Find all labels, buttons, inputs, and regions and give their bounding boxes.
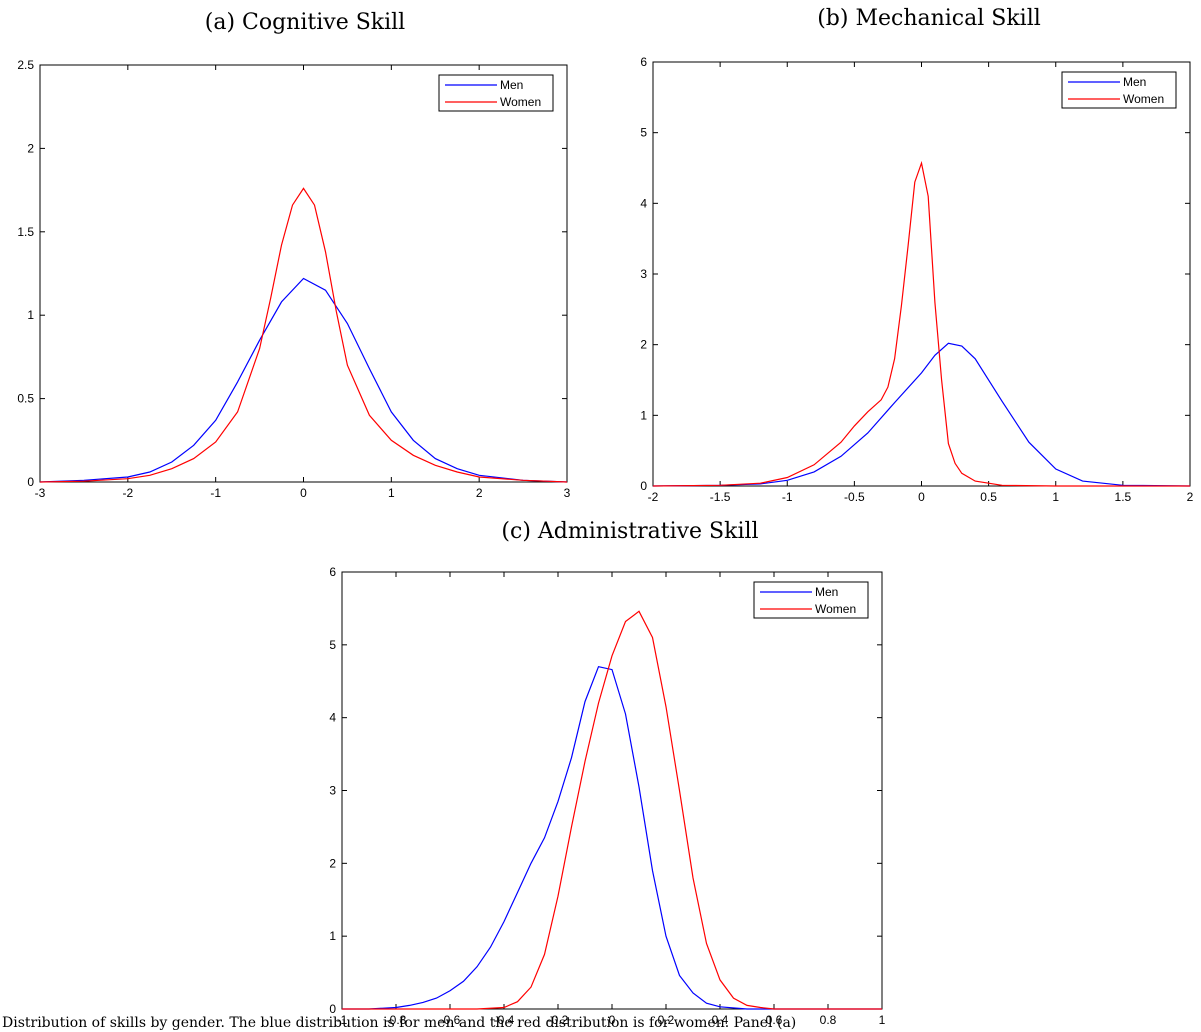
legend-label: Women	[1123, 92, 1164, 106]
x-tick-label: -1	[337, 1013, 348, 1027]
legend-box	[438, 74, 554, 112]
series-line-men	[652, 342, 1191, 487]
x-tick-label: 0	[300, 486, 307, 500]
y-tick-label: 0	[640, 479, 647, 493]
chart-title: (a) Cognitive Skill	[205, 10, 405, 35]
y-tick-label: 2	[27, 141, 34, 155]
y-tick-label: 1	[329, 929, 336, 943]
x-tick-label: -0.8	[386, 1013, 407, 1027]
series-line-men	[39, 277, 568, 483]
chart-title: (b) Mechanical Skill	[817, 6, 1041, 31]
y-tick-label: 2	[329, 856, 336, 870]
y-tick-label: 1	[640, 408, 647, 422]
y-tick-label: 0	[27, 475, 34, 489]
x-tick-label: -2	[122, 486, 133, 500]
y-tick-label: 1	[27, 308, 34, 322]
x-tick-label: -1	[210, 486, 221, 500]
x-tick-label: -0.5	[844, 490, 865, 504]
x-tick-label: 0.8	[820, 1013, 837, 1027]
legend-box	[1061, 71, 1177, 109]
figure-caption: Distribution of skills by gender. The bl…	[2, 1015, 796, 1031]
x-tick-label: 0.2	[658, 1013, 675, 1027]
axes-box	[341, 571, 883, 1010]
y-tick-label: 4	[640, 196, 647, 210]
series-line-women	[652, 160, 1190, 487]
axes-box	[39, 64, 568, 483]
y-tick-label: 0.5	[17, 392, 34, 406]
y-tick-label: 2	[640, 338, 647, 352]
x-tick-label: 2	[476, 486, 483, 500]
y-tick-label: 5	[640, 126, 647, 140]
series-line-men	[342, 666, 882, 1010]
x-tick-label: -0.6	[440, 1013, 461, 1027]
chart-title: (c) Administrative Skill	[501, 519, 758, 544]
series-line-women	[342, 610, 882, 1010]
x-tick-label: -1	[782, 490, 793, 504]
legend-label: Women	[815, 602, 856, 616]
x-tick-label: 0.4	[712, 1013, 729, 1027]
x-tick-label: -3	[35, 486, 46, 500]
legend-label: Men	[815, 585, 838, 599]
chart-cognitive-skill: (a) Cognitive Skill -3 -2 -1 0 1 2 3 0 0.5 1 1.5 2 2.…	[17, 10, 570, 500]
legend-label: Men	[1123, 75, 1146, 89]
x-tick-label: 1	[388, 486, 395, 500]
x-tick-label: 2	[1187, 490, 1194, 504]
y-tick-label: 3	[640, 267, 647, 281]
x-tick-label: -1.5	[710, 490, 731, 504]
legend-label: Men	[500, 78, 523, 92]
x-tick-label: 3	[564, 486, 571, 500]
y-tick-label: 1.5	[17, 225, 34, 239]
legend-label: Women	[500, 95, 541, 109]
x-tick-label: 0.5	[980, 490, 997, 504]
x-tick-label: 0.6	[766, 1013, 783, 1027]
chart-administrative-skill: (c) Administrative Skill -1 -0.8 -0.6 -0.4 -0…	[329, 519, 885, 1027]
y-tick-label: 6	[329, 565, 336, 579]
y-tick-label: 5	[329, 638, 336, 652]
x-tick-label: 1	[879, 1013, 886, 1027]
x-tick-label: -2	[648, 490, 659, 504]
x-tick-label: -0.2	[548, 1013, 569, 1027]
y-tick-label: 0	[329, 1002, 336, 1016]
x-tick-label: 0	[918, 490, 925, 504]
x-tick-label: 1	[1052, 490, 1059, 504]
legend-box	[753, 581, 869, 619]
y-tick-label: 3	[329, 784, 336, 798]
series-line-women	[39, 187, 568, 483]
axes-box	[652, 61, 1191, 487]
y-tick-label: 2.5	[17, 58, 34, 72]
x-tick-label: -0.4	[494, 1013, 515, 1027]
x-tick-label: 0	[609, 1013, 616, 1027]
y-tick-label: 6	[640, 55, 647, 69]
x-tick-label: 1.5	[1115, 490, 1132, 504]
y-tick-label: 4	[329, 711, 336, 725]
chart-mechanical-skill: (b) Mechanical Skill -2 -1.5 -1 -0.5 0 0.5 1 1.5…	[640, 6, 1193, 504]
